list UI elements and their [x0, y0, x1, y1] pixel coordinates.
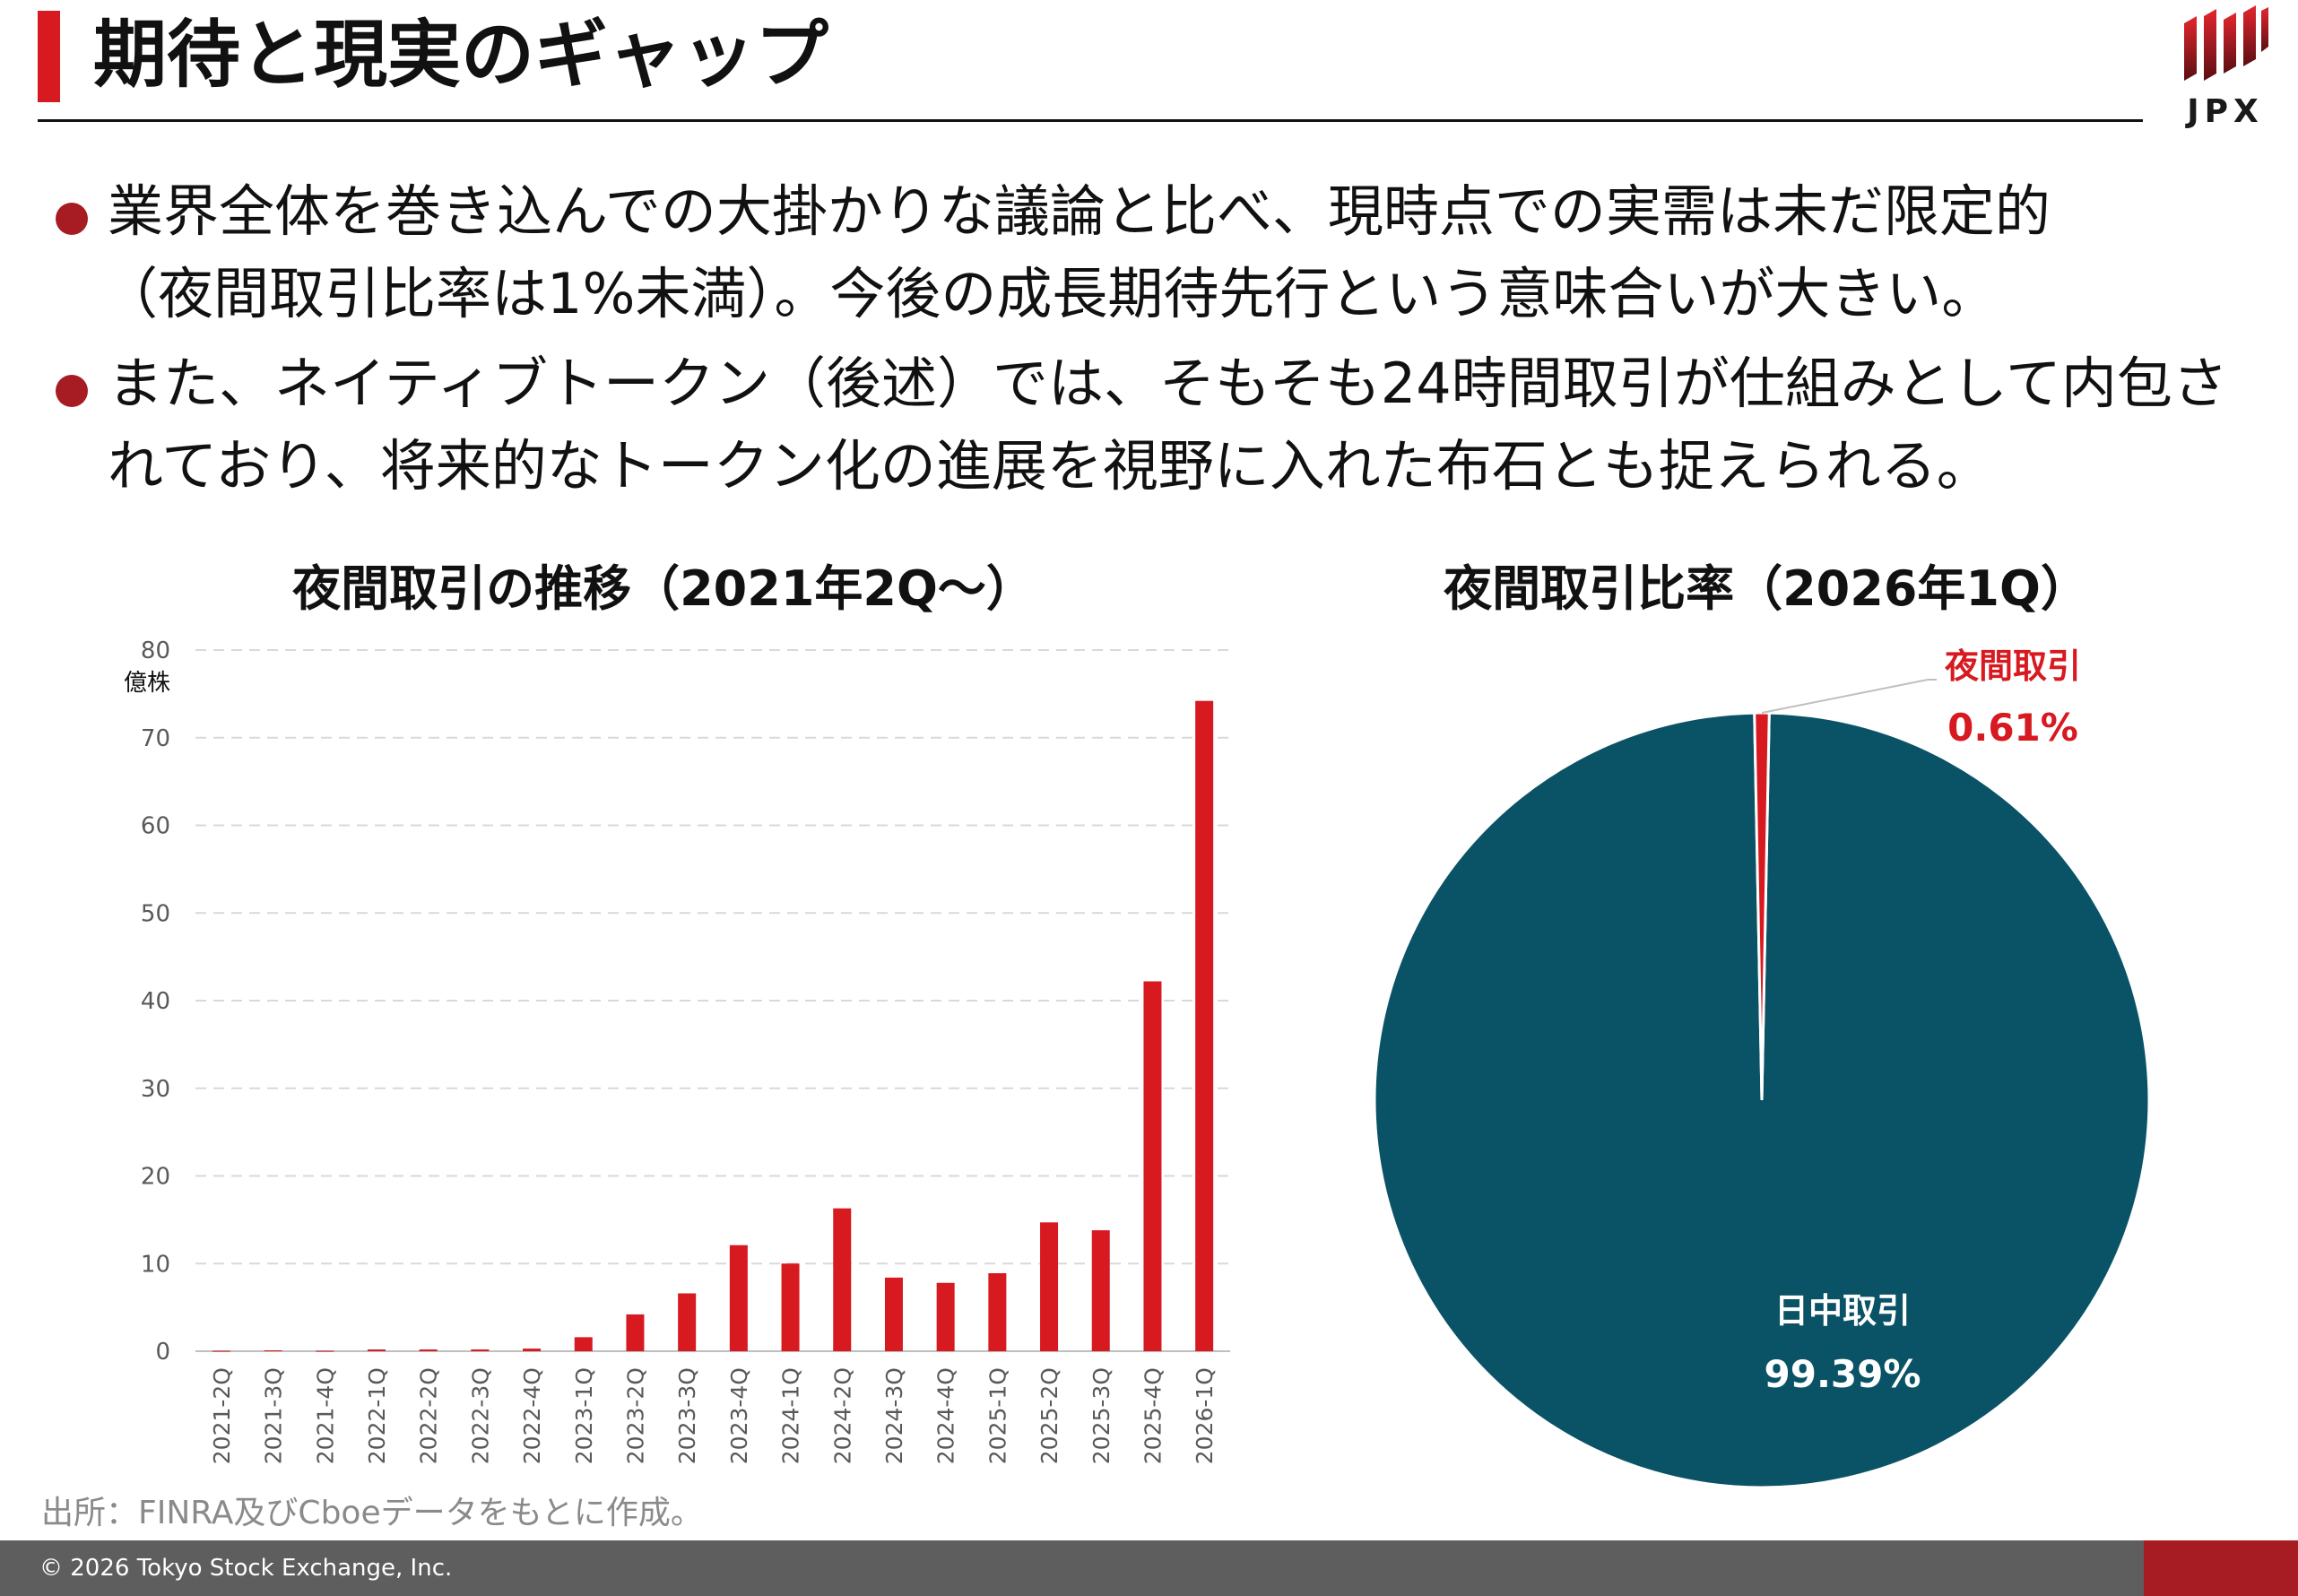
bar-2026-1Q — [1195, 700, 1214, 1351]
bar-2023-4Q — [729, 1245, 748, 1351]
x-tick-label: 2023-1Q — [571, 1367, 597, 1464]
bar-chart-title: 夜間取引の推移（2021年2Q～） — [292, 560, 1035, 617]
x-tick-label: 2025-4Q — [1140, 1367, 1166, 1464]
bar-2025-1Q — [988, 1273, 1007, 1351]
bullet-item-1: 業界全体を巻き込んでの大掛かりな議論と比べ、現時点での実需は未だ限定的 （夜間取… — [52, 170, 2240, 335]
y-tick-label: 0 — [155, 1339, 170, 1366]
bar-2022-4Q — [523, 1349, 542, 1351]
bullet-1-line-2: （夜間取引比率は1%未満）。今後の成長期待先行という意味合いが大きい。 — [102, 261, 1998, 326]
logo-text: JPX — [2187, 93, 2264, 130]
x-tick-label: 2022-1Q — [364, 1367, 390, 1464]
pie-label-day: 日中取引 — [1774, 1291, 1911, 1331]
pie-leader-line — [1761, 679, 1937, 714]
x-tick-label: 2021-2Q — [209, 1367, 235, 1464]
pie-label-night: 夜間取引 — [1944, 646, 2081, 686]
x-tick-label: 2024-2Q — [829, 1367, 855, 1464]
y-tick-label: 70 — [141, 725, 170, 752]
bar-2022-3Q — [471, 1349, 490, 1351]
bullet-dot-icon — [56, 203, 88, 235]
x-tick-label: 2024-3Q — [881, 1367, 907, 1464]
x-tick-label: 2022-3Q — [467, 1367, 493, 1464]
bar-2024-2Q — [833, 1208, 852, 1351]
bar-2025-2Q — [1040, 1222, 1059, 1351]
x-tick-label: 2023-4Q — [726, 1367, 752, 1464]
x-tick-label: 2025-1Q — [984, 1367, 1010, 1464]
bar-2024-3Q — [884, 1277, 903, 1351]
footer-bar: © 2026 Tokyo Stock Exchange, Inc. — [0, 1540, 2298, 1596]
bullet-dot-icon — [56, 375, 88, 407]
pie-chart-title: 夜間取引比率（2026年1Q） — [1444, 560, 2089, 617]
x-tick-label: 2023-2Q — [622, 1367, 648, 1464]
x-tick-label: 2024-1Q — [778, 1367, 804, 1464]
footer-accent — [2144, 1540, 2298, 1596]
y-tick-label: 30 — [141, 1076, 170, 1103]
x-tick-label: 2021-3Q — [261, 1367, 287, 1464]
source-note: 出所：FINRA及びCboeデータをもとに作成。 — [41, 1495, 703, 1531]
x-tick-label: 2025-2Q — [1036, 1367, 1062, 1464]
bar-2022-1Q — [367, 1349, 386, 1351]
x-tick-label: 2025-3Q — [1088, 1367, 1114, 1464]
bullet-2-line-2: れており、将来的なトークン化の進展を視野に入れた布石とも捉えられる。 — [108, 433, 1992, 499]
x-tick-label: 2023-3Q — [674, 1367, 700, 1464]
pie-slice-day — [1373, 711, 2151, 1489]
bullet-list: 業界全体を巻き込んでの大掛かりな議論と比べ、現時点での実需は未だ限定的 （夜間取… — [52, 170, 2240, 515]
jpx-logo: JPX — [2179, 4, 2272, 130]
page-title: 期待と現実のギャップ — [93, 13, 829, 98]
x-tick-label: 2026-1Q — [1192, 1367, 1218, 1464]
title-accent-bar — [38, 11, 60, 102]
x-tick-label: 2022-4Q — [519, 1367, 545, 1464]
bar-2021-4Q — [316, 1350, 334, 1352]
bar-2023-2Q — [626, 1314, 645, 1351]
bar-2021-2Q — [212, 1350, 230, 1352]
y-tick-label: 10 — [141, 1251, 170, 1278]
bar-2025-3Q — [1091, 1230, 1110, 1351]
x-tick-label: 2024-4Q — [933, 1367, 959, 1464]
y-tick-label: 20 — [141, 1164, 170, 1191]
y-tick-label: 60 — [141, 813, 170, 840]
pie-value-day: 99.39% — [1765, 1352, 1921, 1396]
y-tick-label: 50 — [141, 900, 170, 927]
title-divider — [38, 119, 2143, 122]
bar-2024-4Q — [936, 1282, 955, 1351]
x-tick-label: 2022-2Q — [416, 1367, 442, 1464]
bar-2024-1Q — [781, 1263, 800, 1351]
bullet-1-line-1: 業界全体を巻き込んでの大掛かりな議論と比べ、現時点での実需は未だ限定的 — [108, 178, 2051, 244]
y-tick-label: 80 — [141, 638, 170, 664]
jpx-logo-mark-icon — [2184, 5, 2268, 81]
bar-2022-2Q — [419, 1349, 438, 1351]
y-axis-unit-label: 億株 — [124, 670, 170, 697]
bullet-2-line-1: また、ネイティブトークン（後述）では、そもそも24時間取引が仕組みとして内包さ — [108, 351, 2228, 416]
pie-chart: 夜間取引 0.61% 日中取引 99.39% — [1373, 646, 2151, 1489]
bar-2023-3Q — [678, 1293, 697, 1351]
y-tick-label: 40 — [141, 988, 170, 1015]
pie-value-night: 0.61% — [1947, 706, 2078, 750]
bar-2025-4Q — [1143, 981, 1162, 1351]
bar-2023-1Q — [574, 1337, 593, 1351]
x-tick-label: 2021-4Q — [312, 1367, 338, 1464]
copyright-text: © 2026 Tokyo Stock Exchange, Inc. — [39, 1555, 453, 1582]
bar-chart: 0 10 20 30 40 50 60 70 80 億株 2021-2Q 2021-3Q 2021-4Q… — [124, 638, 1230, 1464]
bar-2021-3Q — [264, 1350, 282, 1352]
bullet-item-2: また、ネイティブトークン（後述）では、そもそも24時間取引が仕組みとして内包さ … — [52, 343, 2240, 507]
